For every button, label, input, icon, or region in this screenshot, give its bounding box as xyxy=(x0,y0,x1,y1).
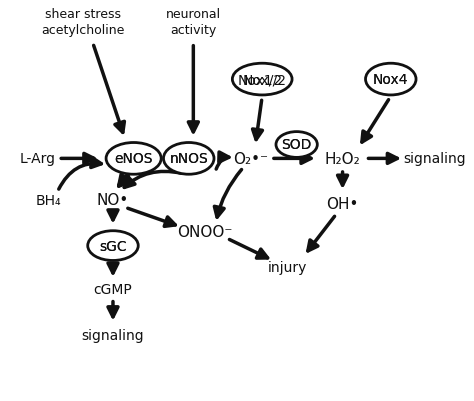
Text: O₂•⁻: O₂•⁻ xyxy=(233,152,268,166)
Text: eNOS: eNOS xyxy=(114,152,153,166)
Text: cGMP: cGMP xyxy=(93,282,132,296)
Ellipse shape xyxy=(88,231,138,261)
Ellipse shape xyxy=(106,143,161,175)
Text: L-Arg: L-Arg xyxy=(19,152,55,166)
Text: BH₄: BH₄ xyxy=(36,194,62,207)
Text: signaling: signaling xyxy=(82,328,144,342)
Text: NO•: NO• xyxy=(97,193,129,208)
Text: injury: injury xyxy=(268,261,307,275)
Text: nNOS: nNOS xyxy=(169,152,208,166)
Text: nNOS: nNOS xyxy=(169,152,208,166)
Text: neuronal
activity: neuronal activity xyxy=(166,8,221,37)
Text: Nox1/2: Nox1/2 xyxy=(237,73,287,87)
Ellipse shape xyxy=(232,64,292,96)
Text: eNOS: eNOS xyxy=(114,152,153,166)
Ellipse shape xyxy=(276,132,317,158)
Text: shear stress
acetylcholine: shear stress acetylcholine xyxy=(41,8,125,37)
Text: Nox/2: Nox/2 xyxy=(242,73,283,87)
Text: ONOO⁻: ONOO⁻ xyxy=(177,225,233,240)
Text: sGC: sGC xyxy=(99,239,127,253)
Text: Nox4: Nox4 xyxy=(373,73,409,87)
Ellipse shape xyxy=(164,143,214,175)
Text: Nox4: Nox4 xyxy=(373,73,409,87)
Text: OH•: OH• xyxy=(327,197,359,212)
Text: sGC: sGC xyxy=(99,239,127,253)
Text: SOD: SOD xyxy=(282,138,312,152)
Text: SOD: SOD xyxy=(282,138,312,152)
Ellipse shape xyxy=(365,64,416,96)
Text: H₂O₂: H₂O₂ xyxy=(325,152,360,166)
Text: signaling: signaling xyxy=(403,152,466,166)
